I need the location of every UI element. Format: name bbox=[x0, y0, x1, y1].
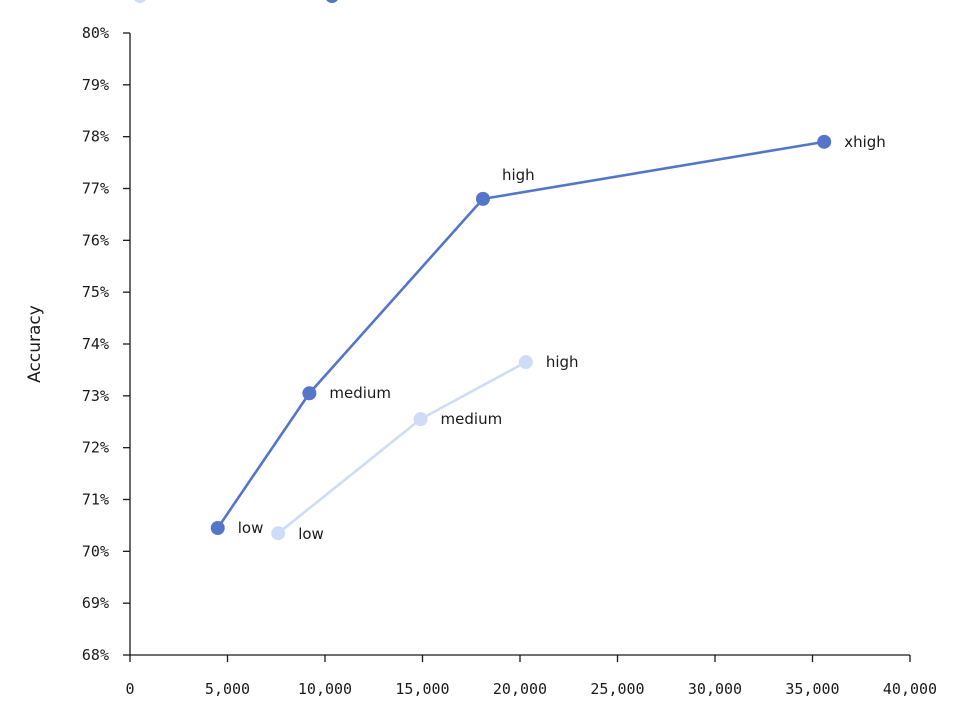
y-axis-ticks: 68% 69% 70% 71% 72% 73% 74% 75% 76% 77% 78% 79% 80% bbox=[82, 24, 130, 664]
series-1-point bbox=[518, 355, 533, 370]
series-2-point bbox=[302, 386, 317, 401]
y-tick-label: 68% bbox=[82, 646, 109, 664]
series-layer: low medium high low medium high xhigh bbox=[210, 133, 886, 543]
x-tick-label: 35,000 bbox=[785, 680, 839, 698]
point-label: xhigh bbox=[844, 133, 886, 151]
x-tick-label: 30,000 bbox=[688, 680, 742, 698]
x-tick-label: 15,000 bbox=[395, 680, 449, 698]
point-label: medium bbox=[329, 384, 391, 402]
series-2-line bbox=[216, 140, 825, 529]
series-2-point bbox=[817, 134, 832, 149]
series-1-point bbox=[271, 526, 286, 541]
point-label: high bbox=[546, 353, 579, 371]
y-tick-label: 71% bbox=[82, 491, 109, 509]
y-tick-label: 73% bbox=[82, 387, 109, 405]
x-tick-label: 5,000 bbox=[205, 680, 250, 698]
y-tick-label: 78% bbox=[82, 128, 109, 146]
series-2-point bbox=[475, 191, 490, 206]
y-tick-label: 76% bbox=[82, 231, 109, 249]
point-label: medium bbox=[441, 410, 503, 428]
y-tick-label: 79% bbox=[82, 76, 109, 94]
series-2-point bbox=[210, 521, 225, 536]
y-tick-label: 74% bbox=[82, 335, 109, 353]
y-tick-label: 70% bbox=[82, 542, 109, 560]
point-label: low bbox=[298, 525, 324, 543]
x-tick-label: 40,000 bbox=[883, 680, 937, 698]
x-axis-ticks: 0 5,000 10,000 15,000 20,000 25,000 30,000 35,0… bbox=[125, 655, 937, 698]
legend-marker bbox=[326, 0, 338, 3]
x-tick-label: 0 bbox=[125, 680, 134, 698]
y-tick-label: 80% bbox=[82, 24, 109, 42]
point-label: low bbox=[238, 519, 264, 537]
x-tick-label: 25,000 bbox=[590, 680, 644, 698]
y-tick-label: 77% bbox=[82, 180, 109, 198]
legend bbox=[134, 0, 338, 3]
y-tick-label: 75% bbox=[82, 283, 109, 301]
point-label: high bbox=[502, 166, 535, 184]
x-tick-label: 10,000 bbox=[298, 680, 352, 698]
y-axis-title: Accuracy bbox=[25, 305, 45, 383]
y-tick-label: 69% bbox=[82, 594, 109, 612]
series-1-point bbox=[413, 412, 428, 427]
y-tick-label: 72% bbox=[82, 439, 109, 457]
x-tick-label: 20,000 bbox=[493, 680, 547, 698]
legend-marker bbox=[134, 0, 146, 3]
